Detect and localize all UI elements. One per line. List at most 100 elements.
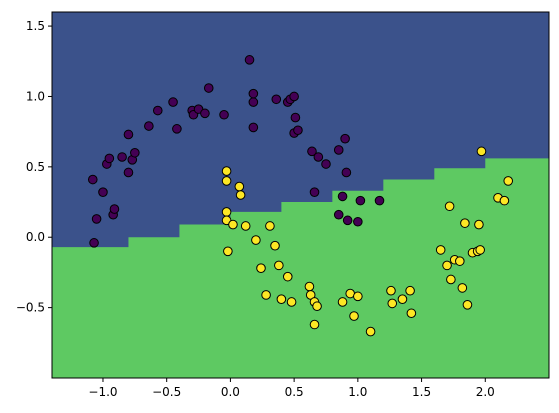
data-point <box>387 298 398 309</box>
data-point <box>130 147 140 158</box>
x-tick-label: 1.5 <box>412 385 431 399</box>
data-point <box>261 290 271 300</box>
data-point <box>91 214 102 224</box>
data-point <box>256 263 266 274</box>
data-point <box>405 285 415 296</box>
data-point <box>474 219 484 230</box>
data-point <box>340 133 350 144</box>
x-tick-label: 1.0 <box>348 385 367 399</box>
data-point <box>223 246 233 257</box>
data-point <box>365 326 376 337</box>
data-point <box>221 166 232 176</box>
data-point <box>446 274 456 285</box>
x-tick-label: −0.5 <box>152 385 181 399</box>
data-point <box>386 285 396 296</box>
series-1-points <box>221 146 514 337</box>
data-point <box>475 245 485 255</box>
data-point <box>251 235 261 245</box>
data-point <box>282 271 293 282</box>
y-tick-label: −0.5 <box>16 301 45 315</box>
data-point <box>219 109 229 120</box>
lower-class-region <box>52 149 549 378</box>
data-point <box>457 283 468 293</box>
data-point <box>123 167 134 178</box>
data-point <box>353 216 363 227</box>
data-point <box>337 191 348 202</box>
data-point <box>333 209 344 220</box>
data-point <box>248 122 259 133</box>
y-tick-label: 0.0 <box>26 230 45 244</box>
x-axis: −1.0 −0.5 0.0 0.5 1.0 1.5 2.0 <box>88 378 495 399</box>
series-0-points <box>87 55 385 248</box>
data-point <box>274 260 284 271</box>
data-point <box>104 153 115 164</box>
data-point <box>240 221 251 231</box>
data-point <box>304 281 315 292</box>
data-point <box>321 159 331 169</box>
data-point <box>435 245 446 255</box>
data-point <box>444 201 455 212</box>
data-point <box>406 308 417 319</box>
data-point <box>235 190 246 200</box>
data-point <box>355 195 366 206</box>
data-point <box>109 204 120 214</box>
x-tick-label: 2.0 <box>476 385 495 399</box>
data-point <box>117 152 127 162</box>
data-point <box>200 108 210 119</box>
data-point <box>228 219 238 230</box>
data-point <box>144 121 154 131</box>
data-point <box>442 260 452 271</box>
data-point <box>248 97 259 107</box>
y-axis: −0.5 0.0 0.5 1.0 1.5 <box>16 19 52 315</box>
data-point <box>172 124 182 134</box>
data-point <box>221 207 232 217</box>
data-point <box>499 195 510 206</box>
data-point <box>271 94 282 105</box>
y-tick-label: 1.0 <box>26 89 45 103</box>
data-point <box>312 301 322 312</box>
y-tick-label: 1.5 <box>26 19 45 33</box>
data-point <box>374 195 385 206</box>
data-points <box>87 55 514 337</box>
data-point <box>168 97 178 107</box>
data-point <box>276 294 287 304</box>
data-point <box>476 146 487 157</box>
data-point <box>286 297 297 307</box>
data-point <box>337 297 348 307</box>
data-point <box>221 176 232 186</box>
data-point <box>313 152 324 162</box>
data-point <box>293 125 303 136</box>
data-point <box>309 187 320 197</box>
data-point <box>462 300 473 310</box>
data-point <box>98 187 108 197</box>
data-point <box>265 221 275 231</box>
data-point <box>309 319 320 330</box>
data-point <box>244 55 255 65</box>
data-point <box>397 294 408 304</box>
data-point <box>503 176 514 186</box>
data-point <box>152 105 163 116</box>
data-point <box>270 240 280 251</box>
data-point <box>341 167 352 178</box>
data-point <box>203 83 214 93</box>
data-point <box>307 146 317 157</box>
data-point <box>353 291 363 302</box>
data-point <box>349 311 359 321</box>
x-tick-label: 0.0 <box>221 385 240 399</box>
data-point <box>234 181 245 192</box>
data-point <box>289 91 299 102</box>
data-point <box>342 215 353 226</box>
data-point <box>454 256 465 266</box>
data-point <box>248 88 259 99</box>
x-tick-label: 0.5 <box>285 385 304 399</box>
plot-frame <box>51 11 550 379</box>
data-point <box>460 218 470 228</box>
y-tick-label: 0.5 <box>26 160 45 174</box>
data-point <box>290 112 301 123</box>
x-tick-label: −1.0 <box>88 385 117 399</box>
data-point <box>89 238 99 248</box>
data-point <box>87 174 98 185</box>
data-point <box>123 129 134 140</box>
data-point <box>333 145 344 155</box>
